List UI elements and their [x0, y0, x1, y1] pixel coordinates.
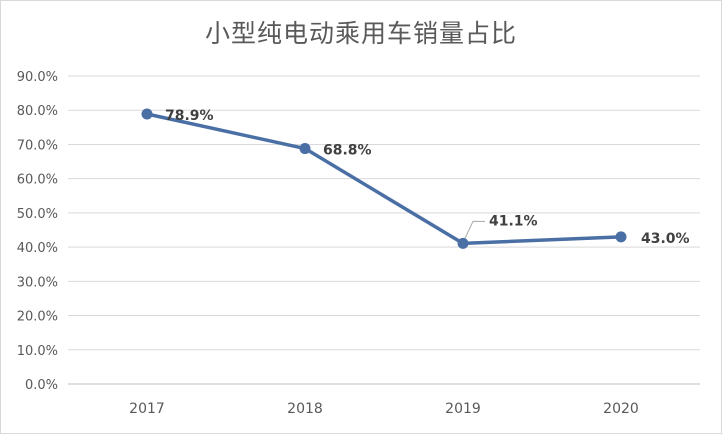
data-label: 68.8%: [323, 143, 372, 159]
data-label: 41.1%: [489, 213, 538, 229]
x-tick-label: 2017: [129, 401, 165, 417]
y-tick-label: 90.0%: [17, 70, 58, 85]
data-label: 78.9%: [165, 108, 214, 124]
y-tick-label: 80.0%: [17, 104, 58, 119]
y-axis-ticks: 0.0% 10.0% 20.0% 30.0% 40.0% 50.0% 60.0% 70.0% 8…: [17, 70, 58, 393]
leader-lines: [464, 220, 485, 239]
series-line-path: [145, 112, 623, 246]
y-tick-label: 50.0%: [17, 207, 58, 222]
chart-title: 小型纯电动乘用车销量占比: [204, 19, 517, 48]
data-point: [299, 143, 311, 155]
data-point: [457, 237, 469, 249]
y-tick-label: 10.0%: [17, 344, 58, 359]
data-points: [141, 108, 627, 249]
data-label: 43.0%: [641, 231, 690, 247]
series-line: [145, 112, 623, 246]
x-axis-ticks: 2017 2018 2019 2020: [129, 401, 639, 417]
y-tick-label: 60.0%: [17, 173, 58, 188]
y-tick-label: 40.0%: [17, 241, 58, 256]
y-tick-label: 0.0%: [25, 378, 58, 393]
data-point: [141, 108, 153, 120]
x-tick-label: 2020: [603, 401, 639, 417]
data-labels: 78.9% 68.8% 41.1% 43.0%: [165, 108, 690, 247]
x-tick-label: 2018: [287, 401, 323, 417]
y-tick-label: 30.0%: [17, 275, 58, 290]
leader-line: [464, 220, 485, 239]
data-point: [615, 231, 627, 243]
y-tick-label: 20.0%: [17, 310, 58, 325]
gridlines: [68, 75, 700, 385]
y-tick-label: 70.0%: [17, 138, 58, 153]
x-tick-label: 2019: [445, 401, 481, 417]
